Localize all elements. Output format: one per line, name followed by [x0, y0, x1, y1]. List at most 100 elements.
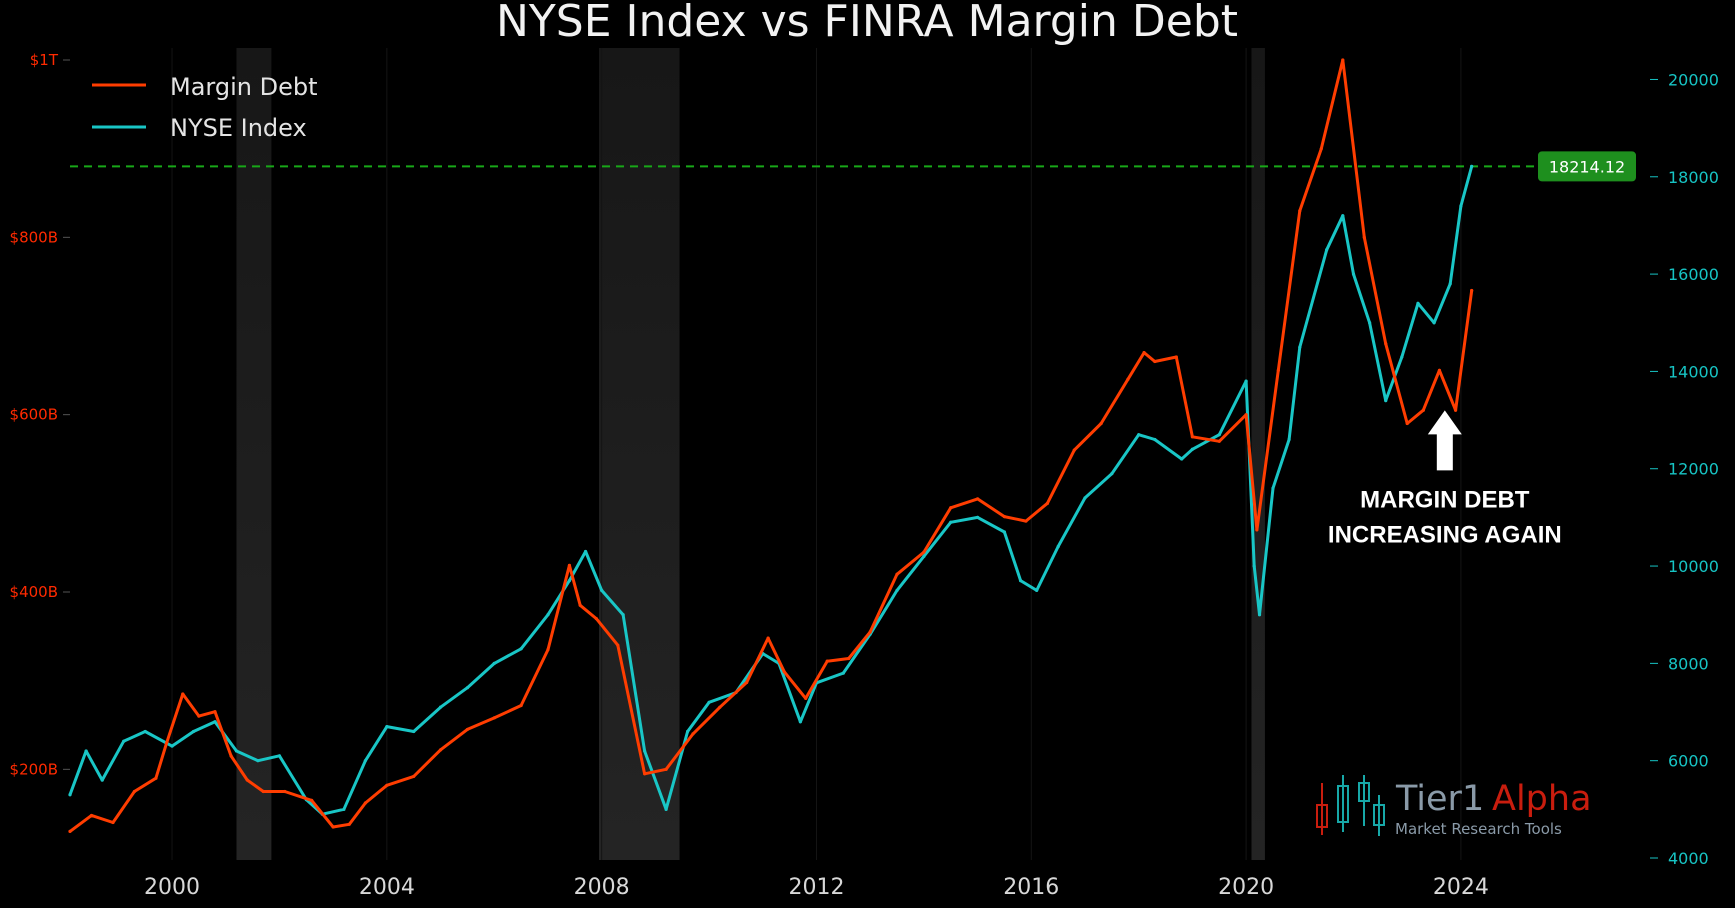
point-margin-debt [154, 776, 158, 780]
point-nyse-index [1368, 321, 1372, 325]
point-nyse-index [1252, 564, 1256, 568]
point-margin-debt [766, 636, 770, 640]
point-nyse-index [798, 720, 802, 724]
point-nyse-index [1325, 248, 1329, 252]
point-margin-debt [691, 732, 695, 736]
point-margin-debt [718, 705, 722, 709]
x-tick-label: 2008 [574, 875, 630, 900]
point-nyse-index [1416, 301, 1420, 305]
point-nyse-index [922, 554, 926, 558]
point-margin-debt [213, 710, 217, 714]
point-nyse-index [84, 749, 88, 753]
point-margin-debt [546, 648, 550, 652]
last-value-badge: 18214.12 [1538, 151, 1636, 182]
point-nyse-index [1083, 496, 1087, 500]
point-nyse-index [1448, 282, 1452, 286]
recession-band-0 [236, 48, 272, 860]
point-nyse-index [256, 759, 260, 763]
point-nyse-index [213, 720, 217, 724]
point-margin-debt [165, 741, 169, 745]
point-nyse-index [621, 613, 625, 617]
point-margin-debt [594, 617, 598, 621]
point-margin-debt [1384, 342, 1388, 346]
point-margin-debt [1153, 359, 1157, 364]
point-nyse-index [1257, 613, 1262, 617]
point-margin-debt [804, 696, 808, 701]
point-margin-debt [1405, 421, 1409, 426]
point-margin-debt [1142, 351, 1146, 355]
chart-title: NYSE Index vs FINRA Margin Debt [496, 0, 1238, 47]
point-nyse-index [567, 579, 572, 583]
left-tick-label: $1T [30, 51, 59, 69]
point-nyse-index [191, 729, 196, 734]
point-margin-debt [1174, 355, 1178, 359]
right-tick-label: 12000 [1668, 460, 1719, 479]
point-margin-debt [1126, 377, 1130, 381]
point-margin-debt [949, 506, 953, 510]
point-margin-debt [922, 550, 926, 554]
x-tick-label: 2012 [788, 875, 844, 900]
point-nyse-index [122, 739, 126, 743]
point-nyse-index [975, 515, 980, 519]
point-nyse-index [1153, 437, 1157, 442]
point-nyse-index [707, 700, 711, 704]
point-nyse-index [1287, 437, 1291, 442]
point-nyse-index [1298, 345, 1302, 349]
point-margin-debt [895, 572, 899, 576]
point-margin-debt [1072, 448, 1076, 452]
point-nyse-index [949, 520, 953, 524]
right-tick-label: 10000 [1668, 557, 1719, 576]
brand-name-part2: Alpha [1492, 779, 1592, 819]
annotation: MARGIN DEBT INCREASING AGAIN [1328, 410, 1562, 548]
point-margin-debt [975, 497, 980, 501]
point-margin-debt [1319, 147, 1323, 151]
point-margin-debt [1298, 209, 1302, 213]
point-nyse-index [1470, 164, 1474, 168]
point-margin-debt [89, 813, 94, 818]
point-nyse-index [143, 729, 147, 734]
point-nyse-index [465, 686, 470, 690]
point-nyse-index [385, 725, 389, 729]
point-nyse-index [685, 729, 690, 734]
point-margin-debt [412, 774, 416, 779]
point-margin-debt [1470, 288, 1474, 293]
x-tick-label: 2016 [1003, 875, 1059, 900]
point-margin-debt [1217, 439, 1221, 443]
point-margin-debt [438, 748, 443, 752]
point-nyse-index [895, 588, 899, 592]
point-margin-debt [1255, 528, 1259, 532]
point-margin-debt [111, 820, 115, 825]
x-tick-label: 2000 [144, 875, 200, 900]
point-margin-debt [1244, 413, 1248, 417]
right-tick-label: 4000 [1668, 849, 1709, 868]
right-tick-label: 6000 [1668, 752, 1709, 771]
point-margin-debt [1190, 435, 1195, 439]
point-nyse-index [1244, 379, 1248, 383]
brand-tagline: Market Research Tools [1395, 820, 1562, 838]
point-margin-debt [347, 822, 351, 826]
candlestick-logo-icon [1316, 775, 1385, 836]
point-margin-debt [229, 754, 233, 758]
point-nyse-index [643, 749, 647, 753]
recession-band-1 [598, 48, 680, 860]
x-tick-label: 2024 [1433, 875, 1489, 900]
point-nyse-index [1018, 579, 1023, 583]
point-margin-debt [578, 603, 582, 607]
left-tick-label: $400B [10, 583, 58, 601]
point-margin-debt [465, 727, 470, 732]
brand-name-part1: Tier1 [1395, 779, 1484, 819]
point-margin-debt [782, 670, 786, 674]
left-tick-label: $600B [10, 406, 58, 424]
point-margin-debt [643, 772, 647, 776]
annotation-line-2: INCREASING AGAIN [1328, 521, 1562, 548]
annotation-line-1: MARGIN DEBT [1360, 486, 1530, 513]
x-tick-label: 2004 [359, 875, 415, 900]
point-nyse-index [841, 671, 845, 675]
point-nyse-index [100, 778, 104, 782]
point-margin-debt [745, 680, 749, 685]
point-nyse-index [342, 807, 346, 811]
left-tick-label: $200B [10, 760, 58, 778]
point-nyse-index [234, 749, 239, 753]
point-nyse-index [1035, 588, 1039, 592]
